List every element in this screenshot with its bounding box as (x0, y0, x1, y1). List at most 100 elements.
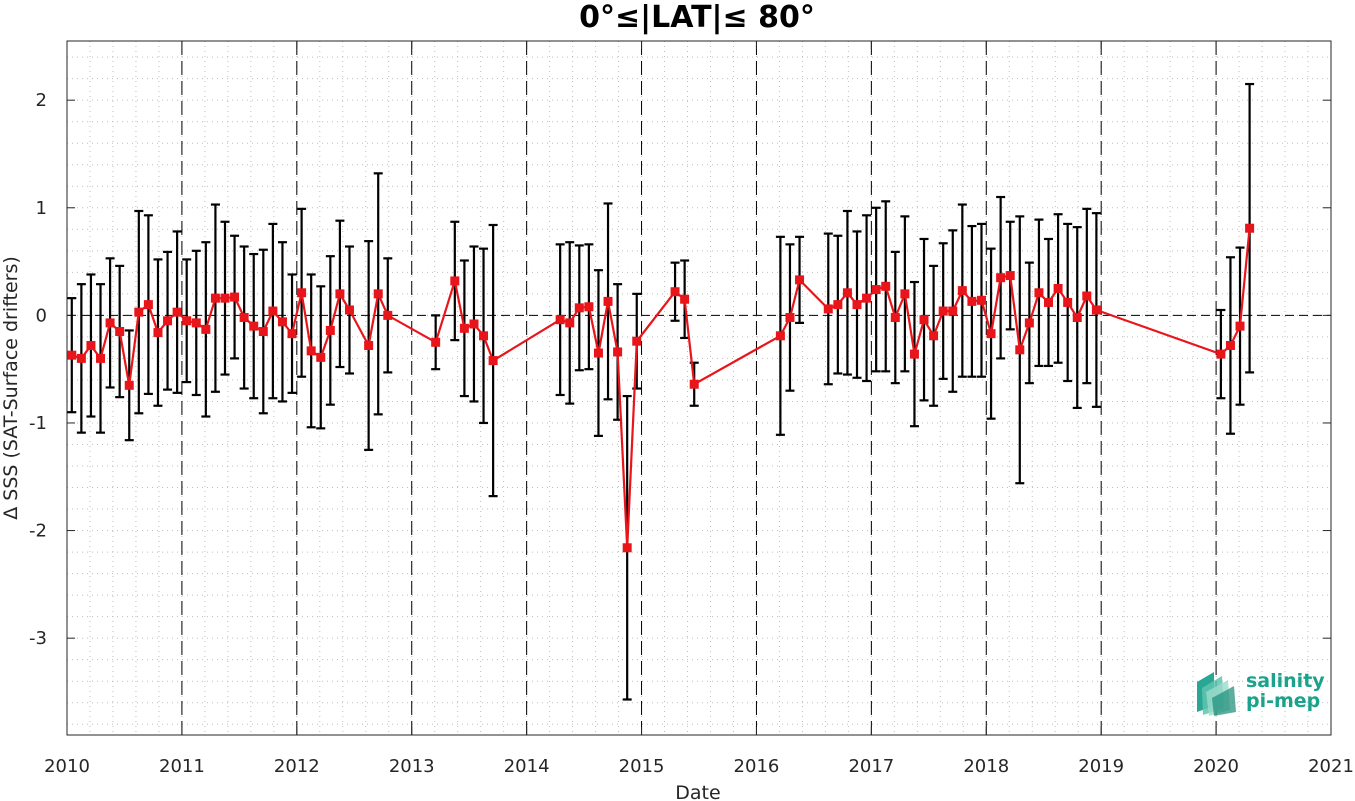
data-point-marker (96, 353, 106, 363)
data-point-marker (785, 313, 795, 323)
data-point-marker (632, 336, 642, 346)
data-point-marker (1216, 349, 1226, 359)
y-tick-label: 1 (36, 198, 47, 219)
data-point-marker (459, 323, 469, 333)
data-point-marker (1053, 283, 1063, 293)
data-point-marker (948, 306, 958, 316)
data-point-marker (364, 340, 374, 350)
data-point-marker (881, 281, 891, 291)
data-point-marker (871, 285, 881, 295)
data-point-marker (488, 356, 498, 366)
data-point-marker (182, 316, 192, 326)
data-point-marker (919, 315, 929, 325)
data-point-marker (450, 276, 460, 286)
series-markers (67, 223, 1255, 553)
data-point-marker (938, 306, 948, 316)
x-tick-label: 2010 (44, 756, 90, 777)
data-point-marker (852, 300, 862, 310)
data-point-marker (680, 294, 690, 304)
data-point-marker (220, 293, 230, 303)
data-point-marker (86, 340, 96, 350)
data-point-marker (613, 347, 623, 357)
x-tick-label: 2016 (734, 756, 780, 777)
x-tick-label: 2015 (619, 756, 665, 777)
data-point-marker (1015, 345, 1025, 355)
logo-mark-icon (1197, 672, 1236, 716)
data-point-marker (689, 379, 699, 389)
x-tick-labels: 2010 2011 2012 2013 2014 2015 2016 2017 2018 2019… (44, 756, 1354, 777)
data-point-marker (105, 318, 115, 328)
data-point-marker (929, 331, 939, 341)
data-point-marker (986, 329, 996, 339)
chart-title: 0°≤|LAT|≤ 80° (579, 0, 815, 35)
data-point-marker (153, 328, 163, 338)
data-point-marker (795, 275, 805, 285)
data-point-marker (1225, 340, 1235, 350)
data-point-marker (565, 318, 575, 328)
data-point-marker (479, 331, 489, 341)
data-point-marker (277, 317, 287, 327)
data-point-marker (373, 289, 383, 299)
data-point-marker (306, 346, 316, 356)
data-point-marker (268, 306, 278, 316)
data-point-marker (335, 289, 345, 299)
plot-frame (66, 40, 1332, 736)
data-point-marker (1063, 297, 1073, 307)
data-point-marker (1082, 291, 1092, 301)
y-tick-label: -1 (29, 413, 47, 434)
data-point-marker (316, 352, 326, 362)
data-point-marker (230, 292, 240, 302)
data-point-marker (1034, 288, 1044, 298)
tick-marks (66, 41, 1332, 735)
grid (66, 41, 1332, 735)
y-axis-label: Δ SSS (SAT-Surface drifters) (0, 256, 22, 520)
x-tick-label: 2017 (848, 756, 894, 777)
y-tick-labels: 2 1 0 -1 -2 -3 (29, 90, 47, 649)
data-point-marker (967, 296, 977, 306)
data-point-marker (574, 303, 584, 313)
data-point-marker (191, 318, 201, 328)
data-point-marker (996, 273, 1006, 283)
data-point-marker (124, 380, 134, 390)
data-point-marker (976, 295, 986, 305)
data-point-marker (1005, 271, 1015, 281)
data-point-marker (823, 304, 833, 314)
data-point-marker (258, 327, 268, 337)
data-point-marker (900, 289, 910, 299)
data-point-marker (555, 315, 565, 325)
data-point-marker (957, 286, 967, 296)
y-tick-label: 2 (36, 90, 47, 111)
data-point-marker (603, 296, 613, 306)
data-point-marker (143, 300, 153, 310)
x-tick-label: 2021 (1308, 756, 1354, 777)
data-point-marker (431, 337, 441, 347)
logo-text-pi-mep: pi-mep (1246, 690, 1320, 712)
x-tick-label: 2012 (274, 756, 320, 777)
data-point-marker (1245, 223, 1255, 233)
data-point-marker (287, 329, 297, 339)
x-tick-label: 2014 (504, 756, 550, 777)
data-point-marker (297, 288, 307, 298)
y-tick-label: -2 (29, 521, 47, 542)
data-point-marker (163, 316, 173, 326)
data-point-marker (584, 302, 594, 312)
data-point-marker (469, 319, 479, 329)
data-point-marker (909, 349, 919, 359)
x-tick-label: 2018 (963, 756, 1009, 777)
data-point-marker (1044, 297, 1054, 307)
data-point-marker (833, 300, 843, 310)
x-tick-label: 2013 (389, 756, 435, 777)
data-point-marker (249, 321, 259, 331)
x-tick-label: 2020 (1193, 756, 1239, 777)
data-point-marker (239, 313, 249, 323)
x-tick-label: 2019 (1078, 756, 1124, 777)
year-separators (181, 41, 1217, 735)
data-point-marker (67, 350, 77, 360)
data-point-marker (842, 288, 852, 298)
x-tick-label: 2011 (159, 756, 205, 777)
data-point-marker (1235, 321, 1245, 331)
salinity-pi-mep-logo: salinity pi-mep (1197, 670, 1325, 716)
data-point-marker (172, 307, 182, 317)
